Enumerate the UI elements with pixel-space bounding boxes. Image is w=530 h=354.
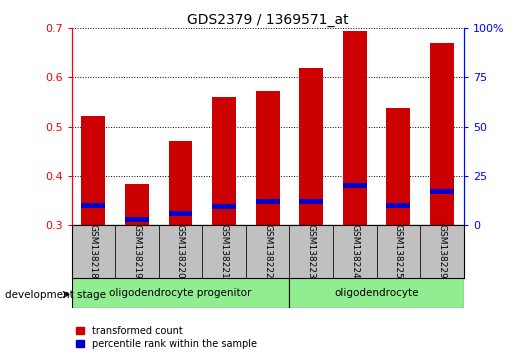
Text: oligodendrocyte: oligodendrocyte <box>334 288 419 298</box>
Text: GSM138223: GSM138223 <box>307 224 316 279</box>
Text: GSM138220: GSM138220 <box>176 224 185 279</box>
Text: GSM138229: GSM138229 <box>437 224 446 279</box>
Text: GSM138221: GSM138221 <box>219 224 228 279</box>
Legend: transformed count, percentile rank within the sample: transformed count, percentile rank withi… <box>76 326 257 349</box>
Bar <box>255 91 280 225</box>
Text: GSM138224: GSM138224 <box>350 224 359 279</box>
Bar <box>386 203 410 207</box>
Bar <box>72 278 289 308</box>
Bar <box>202 225 246 278</box>
Bar <box>169 141 192 225</box>
Bar <box>299 199 323 204</box>
Title: GDS2379 / 1369571_at: GDS2379 / 1369571_at <box>187 13 348 27</box>
Bar <box>125 217 149 222</box>
Bar <box>343 183 367 188</box>
Bar <box>115 225 158 278</box>
Bar <box>255 199 280 204</box>
Bar <box>82 116 105 225</box>
Bar <box>158 225 202 278</box>
Text: GSM138218: GSM138218 <box>89 224 98 279</box>
Bar <box>289 225 333 278</box>
Bar <box>386 108 410 225</box>
Bar <box>377 225 420 278</box>
Bar <box>212 97 236 225</box>
Bar <box>82 203 105 207</box>
Bar <box>246 225 289 278</box>
Bar <box>343 31 367 225</box>
Bar <box>72 225 115 278</box>
Text: GSM138219: GSM138219 <box>132 224 142 279</box>
Text: GSM138225: GSM138225 <box>394 224 403 279</box>
Text: oligodendrocyte progenitor: oligodendrocyte progenitor <box>109 288 252 298</box>
Text: GSM138222: GSM138222 <box>263 224 272 279</box>
Bar <box>125 184 149 225</box>
Bar <box>289 278 464 308</box>
Bar <box>420 225 464 278</box>
Bar <box>299 68 323 225</box>
Bar <box>212 204 236 209</box>
Bar <box>333 225 377 278</box>
Bar <box>430 43 454 225</box>
Bar <box>430 189 454 194</box>
Bar <box>169 211 192 216</box>
Text: development stage: development stage <box>5 290 107 299</box>
